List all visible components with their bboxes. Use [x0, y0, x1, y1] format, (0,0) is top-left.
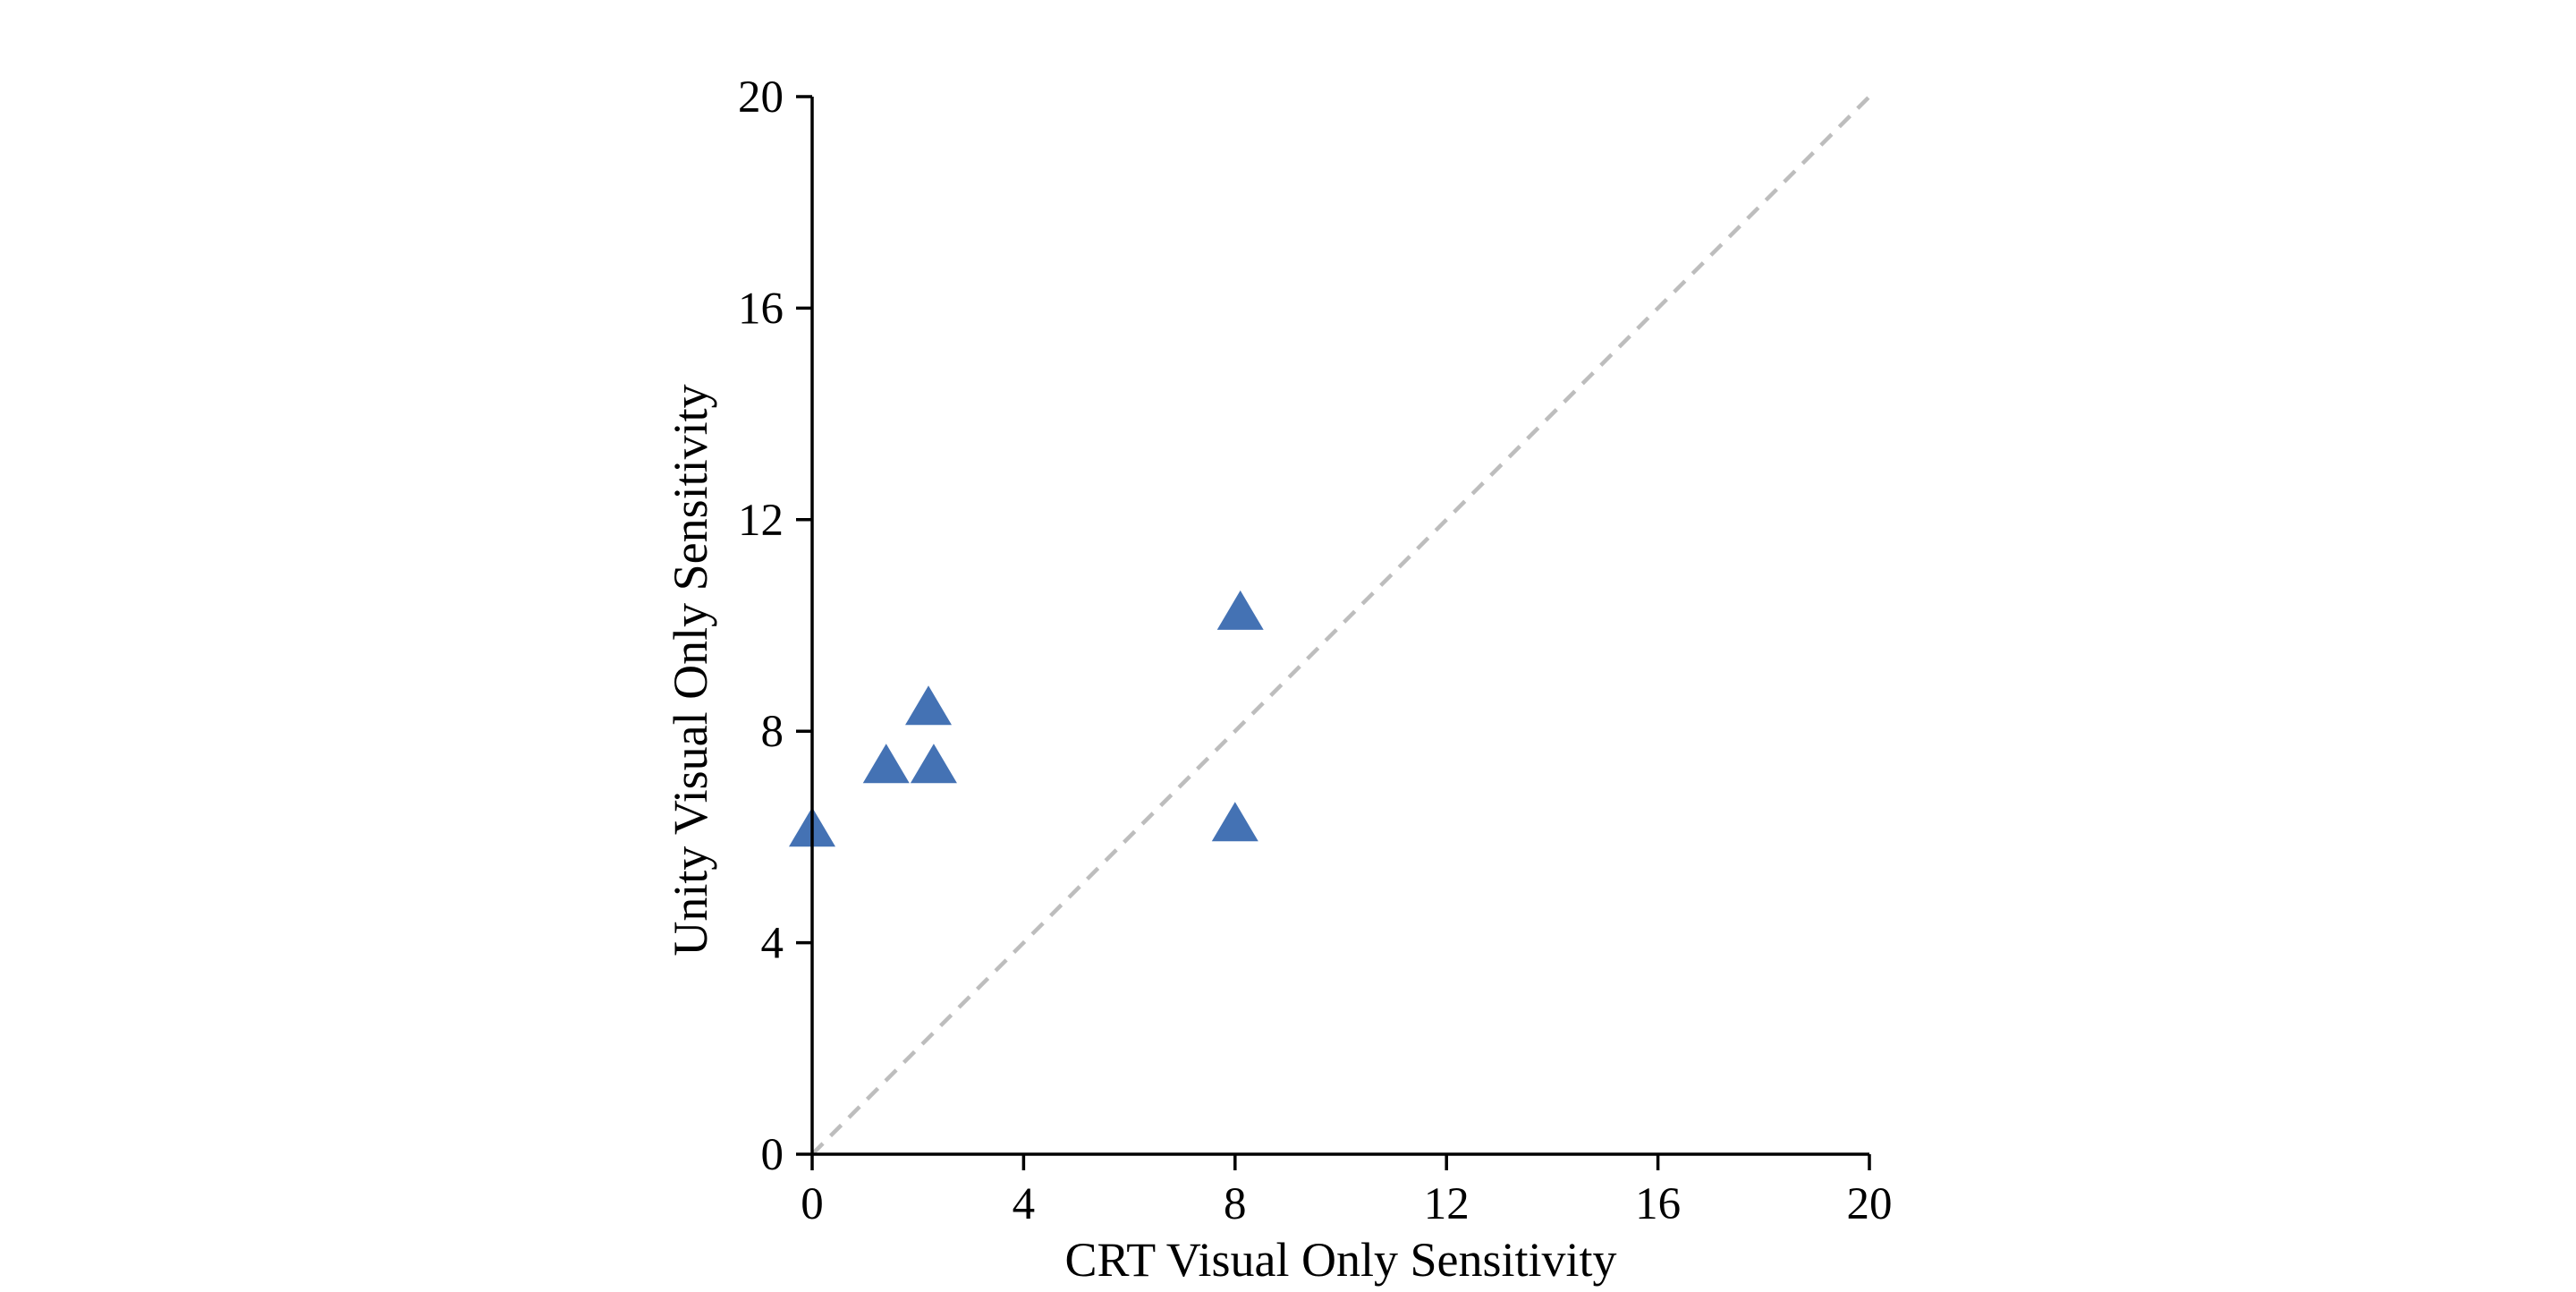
data-point-triangle — [1211, 802, 1258, 842]
x-tick-label: 4 — [1013, 1179, 1036, 1229]
identity-reference-line — [810, 95, 1871, 1156]
x-axis-label: CRT Visual Only Sensitivity — [1064, 1233, 1616, 1287]
y-tick-label: 4 — [761, 919, 784, 969]
y-axis-ticks: 0 4 8 12 16 20 — [738, 72, 812, 1180]
y-tick-label: 8 — [761, 707, 784, 757]
y-tick-label: 20 — [738, 72, 784, 123]
y-tick-label: 0 — [761, 1130, 784, 1180]
x-tick-label: 12 — [1424, 1179, 1470, 1229]
x-tick-label: 16 — [1635, 1179, 1681, 1229]
x-tick-label: 0 — [801, 1179, 824, 1229]
x-tick-label: 8 — [1224, 1179, 1247, 1229]
data-points — [789, 590, 1264, 847]
y-tick-label: 16 — [738, 284, 784, 334]
data-point-triangle — [905, 685, 953, 726]
y-tick-label: 12 — [738, 496, 784, 546]
x-axis-ticks: 0 4 8 12 16 20 — [801, 1154, 1893, 1229]
x-tick-label: 20 — [1847, 1179, 1893, 1229]
data-point-triangle — [910, 744, 957, 784]
data-point-triangle — [1216, 590, 1264, 630]
y-axis-label: Unity Visual Only Sensitivity — [664, 384, 717, 956]
data-point-triangle — [862, 744, 910, 784]
